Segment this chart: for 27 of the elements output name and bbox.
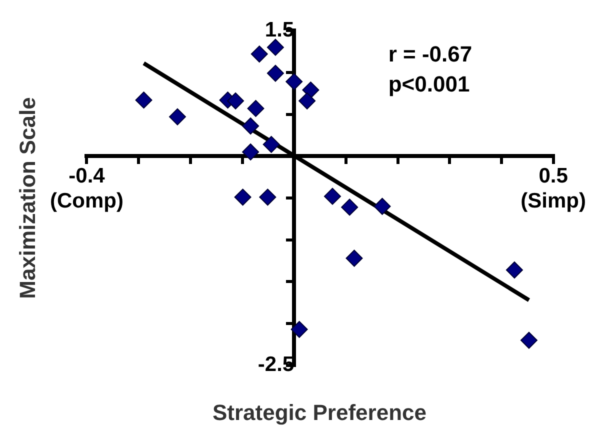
point bbox=[262, 136, 280, 153]
point bbox=[286, 73, 303, 90]
point bbox=[247, 100, 264, 117]
point bbox=[168, 108, 186, 126]
point bbox=[266, 64, 284, 82]
y-axis-title: Maximization Scale bbox=[15, 97, 41, 299]
point bbox=[259, 188, 276, 206]
point bbox=[324, 188, 341, 205]
point bbox=[135, 92, 152, 109]
point bbox=[227, 92, 244, 110]
point bbox=[298, 92, 316, 110]
point bbox=[374, 198, 391, 215]
x-axis-title: Strategic Preference bbox=[212, 400, 428, 426]
x-tick-label: -0.4 (Comp) bbox=[50, 164, 124, 213]
point bbox=[266, 38, 284, 56]
point bbox=[250, 46, 268, 63]
annotation: p<0.001 bbox=[388, 72, 470, 97]
point bbox=[234, 188, 252, 206]
point bbox=[242, 143, 260, 160]
point bbox=[242, 118, 260, 135]
annotation: r = -0.67 bbox=[388, 42, 472, 67]
point bbox=[341, 198, 358, 216]
point bbox=[520, 332, 538, 349]
point bbox=[346, 250, 363, 267]
point bbox=[290, 320, 308, 338]
x-tick-label: 0.5 (Simp) bbox=[520, 164, 586, 213]
point bbox=[506, 261, 523, 278]
